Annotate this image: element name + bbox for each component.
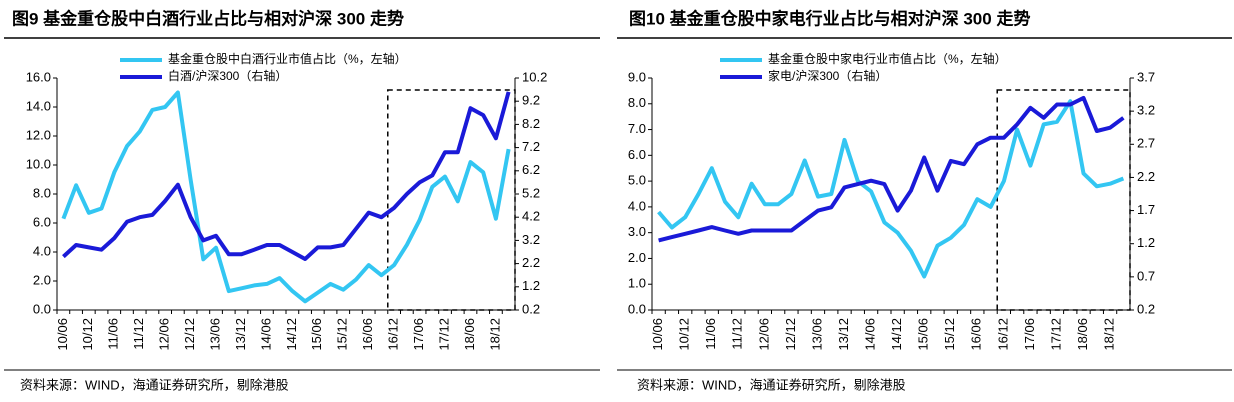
x-tick-label: 13/12 bbox=[836, 318, 851, 351]
y2-tick-label: 3.7 bbox=[1137, 69, 1155, 84]
y2-tick-label: 8.2 bbox=[522, 116, 540, 131]
series-line bbox=[62, 91, 511, 261]
x-tick-label: 12/12 bbox=[783, 318, 798, 351]
y-tick-label: 10.0 bbox=[26, 156, 51, 171]
x-tick-label: 11/12 bbox=[730, 318, 745, 350]
source-note: 资料来源：WIND，海通证券研究所，剔除港股 bbox=[637, 377, 906, 392]
x-tick-label: 11/06 bbox=[703, 318, 718, 350]
chart-title: 图10 基金重仓股中家电行业占比与相对沪深 300 走势 bbox=[629, 8, 1030, 28]
x-tick-label: 16/12 bbox=[995, 318, 1010, 351]
x-tick-label: 11/06 bbox=[106, 318, 121, 350]
y-tick-label: 3.0 bbox=[628, 224, 646, 239]
y2-tick-label: 2.2 bbox=[522, 255, 540, 270]
x-tick-label: 13/06 bbox=[809, 318, 824, 351]
x-tick-label: 17/06 bbox=[1022, 318, 1037, 351]
legend-label: 家电/沪深300（右轴） bbox=[768, 68, 887, 83]
y-tick-label: 6.0 bbox=[628, 147, 646, 162]
x-tick-label: 16/06 bbox=[969, 318, 984, 351]
series-line bbox=[658, 95, 1125, 243]
series-line bbox=[61, 90, 511, 304]
y2-tick-label: 7.2 bbox=[522, 139, 540, 154]
y2-tick-label: 1.7 bbox=[1137, 202, 1155, 217]
chart-title: 图9 基金重仓股中白酒行业占比与相对沪深 300 走势 bbox=[12, 8, 404, 28]
y2-tick-label: 3.2 bbox=[522, 232, 540, 247]
x-tick-label: 17/12 bbox=[436, 318, 451, 351]
y2-tick-label: 1.2 bbox=[1137, 235, 1155, 250]
y-tick-label: 2.0 bbox=[628, 250, 646, 265]
x-tick-label: 10/12 bbox=[80, 318, 95, 351]
y-tick-label: 12.0 bbox=[26, 127, 51, 142]
x-tick-label: 10/06 bbox=[55, 318, 70, 351]
x-tick-label: 14/12 bbox=[284, 318, 299, 351]
y-tick-label: 2.0 bbox=[33, 272, 51, 287]
x-tick-label: 12/06 bbox=[756, 318, 771, 351]
x-tick-label: 18/06 bbox=[1075, 318, 1090, 351]
y-tick-label: 5.0 bbox=[628, 173, 646, 188]
legend-label: 白酒/沪深300（右轴） bbox=[168, 68, 287, 83]
x-tick-label: 17/12 bbox=[1048, 318, 1063, 351]
y2-tick-label: 10.2 bbox=[522, 69, 547, 84]
x-tick-label: 12/12 bbox=[182, 318, 197, 351]
x-tick-label: 15/12 bbox=[942, 318, 957, 351]
x-tick-label: 15/06 bbox=[916, 318, 931, 351]
x-tick-label: 14/06 bbox=[258, 318, 273, 351]
y-tick-label: 4.0 bbox=[33, 243, 51, 258]
series-line bbox=[657, 99, 1125, 279]
highlight-box bbox=[387, 89, 516, 311]
y-tick-label: 1.0 bbox=[628, 276, 646, 291]
y2-tick-label: 1.2 bbox=[522, 278, 540, 293]
x-tick-label: 13/06 bbox=[207, 318, 222, 351]
x-tick-label: 15/12 bbox=[335, 318, 350, 351]
y-tick-label: 0.0 bbox=[33, 301, 51, 316]
y2-tick-label: 3.2 bbox=[1137, 103, 1155, 118]
x-tick-label: 11/12 bbox=[131, 318, 146, 350]
x-tick-label: 10/06 bbox=[650, 318, 665, 351]
y2-tick-label: 9.2 bbox=[522, 93, 540, 108]
x-tick-label: 16/06 bbox=[360, 318, 375, 351]
legend-label: 基金重仓股中家电行业市值占比（%，左轴） bbox=[768, 51, 1007, 66]
y-tick-label: 16.0 bbox=[26, 69, 51, 84]
x-tick-label: 14/12 bbox=[889, 318, 904, 351]
x-tick-label: 16/12 bbox=[386, 318, 401, 351]
y-tick-label: 4.0 bbox=[628, 198, 646, 213]
highlight-box bbox=[996, 89, 1131, 311]
legend-label: 基金重仓股中白酒行业市值占比（%，左轴） bbox=[168, 51, 407, 66]
y2-tick-label: 2.7 bbox=[1137, 136, 1155, 151]
y-tick-label: 14.0 bbox=[26, 98, 51, 113]
x-tick-label: 18/12 bbox=[1102, 318, 1117, 351]
x-tick-label: 18/12 bbox=[487, 318, 502, 351]
y2-tick-label: 6.2 bbox=[522, 162, 540, 177]
y2-tick-label: 0.2 bbox=[1137, 301, 1155, 316]
y2-tick-label: 5.2 bbox=[522, 185, 540, 200]
y-tick-label: 8.0 bbox=[628, 95, 646, 110]
y2-tick-label: 4.2 bbox=[522, 209, 540, 224]
x-tick-label: 17/06 bbox=[411, 318, 426, 351]
y2-tick-label: 0.2 bbox=[522, 301, 540, 316]
y-tick-label: 0.0 bbox=[628, 301, 646, 316]
x-tick-label: 13/12 bbox=[233, 318, 248, 351]
y-tick-label: 6.0 bbox=[33, 214, 51, 229]
y2-tick-label: 0.7 bbox=[1137, 268, 1155, 283]
y-tick-label: 9.0 bbox=[628, 69, 646, 84]
x-tick-label: 10/12 bbox=[677, 318, 692, 351]
y-tick-label: 8.0 bbox=[33, 185, 51, 200]
x-tick-label: 18/06 bbox=[462, 318, 477, 351]
y-tick-label: 7.0 bbox=[628, 121, 646, 136]
y2-tick-label: 2.2 bbox=[1137, 169, 1155, 184]
source-note: 资料来源：WIND，海通证券研究所，剔除港股 bbox=[20, 377, 289, 392]
x-tick-label: 14/06 bbox=[863, 318, 878, 351]
x-tick-label: 12/06 bbox=[157, 318, 172, 351]
x-tick-label: 15/06 bbox=[309, 318, 324, 351]
